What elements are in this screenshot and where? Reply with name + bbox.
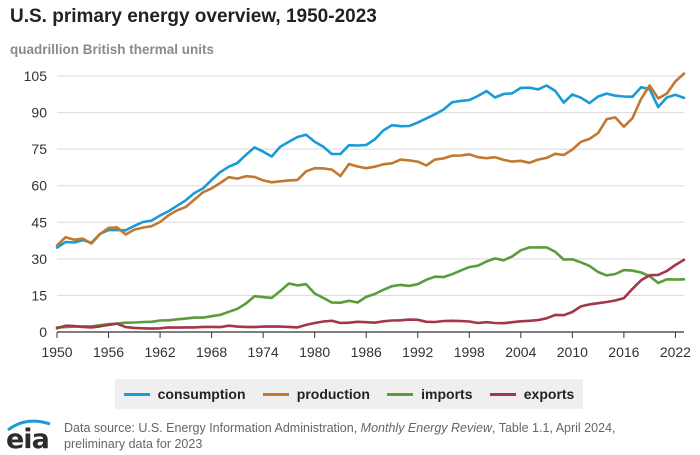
legend-swatch-imports [387, 392, 414, 396]
legend-swatch-exports [489, 392, 516, 396]
source-publication: Monthly Energy Review [360, 421, 492, 435]
eia-logo: eia [6, 424, 50, 455]
y-tick-label-45: 45 [31, 214, 47, 230]
x-tick-label-2022: 2022 [660, 344, 691, 360]
legend-item-consumption: consumption [123, 386, 246, 402]
eia-logo-swoosh-icon [7, 419, 51, 432]
legend-swatch-production [262, 392, 289, 396]
x-tick-label-1968: 1968 [196, 344, 227, 360]
source-line2: preliminary data for 2023 [64, 437, 203, 451]
legend-item-exports: exports [489, 386, 575, 402]
series-line-production [55, 72, 686, 247]
y-tick-label-75: 75 [31, 141, 47, 157]
chart-title: U.S. primary energy overview, 1950-2023 [10, 6, 377, 27]
x-tick-label-1962: 1962 [144, 344, 175, 360]
x-tick-label-1974: 1974 [248, 344, 279, 360]
x-tick-label-2010: 2010 [557, 344, 588, 360]
chart-subtitle: quadrillion British thermal units [10, 42, 215, 57]
series-line-imports [55, 246, 686, 329]
y-tick-label-30: 30 [31, 251, 47, 267]
source-suffix: , Table 1.1, April 2024, [491, 421, 616, 435]
x-tick-label-2004: 2004 [505, 344, 536, 360]
legend-label-production: production [296, 386, 370, 402]
legend-label-consumption: consumption [157, 386, 246, 402]
x-tick-label-2016: 2016 [608, 344, 639, 360]
legend-label-exports: exports [523, 386, 575, 402]
series-line-consumption [55, 84, 686, 249]
legend-item-production: production [262, 386, 370, 402]
x-tick-label-1986: 1986 [351, 344, 382, 360]
y-tick-label-90: 90 [31, 105, 47, 121]
x-tick-label-1980: 1980 [299, 344, 330, 360]
legend: consumption production imports exports [115, 379, 583, 409]
y-tick-label-105: 105 [24, 68, 48, 84]
source-prefix: Data source: U.S. Energy Information Adm… [64, 421, 361, 435]
line-chart: 0 15 30 45 60 75 90 105 1950 1956 1962 1968 1974 1980… [24, 68, 692, 360]
series-line-exports [55, 258, 686, 330]
data-source-note: Data source: U.S. Energy Information Adm… [64, 420, 684, 452]
y-tick-label-0: 0 [39, 324, 47, 340]
y-tick-label-15: 15 [31, 287, 47, 303]
x-tick-label-1998: 1998 [454, 344, 485, 360]
legend-swatch-consumption [123, 392, 150, 396]
x-tick-label-1950: 1950 [41, 344, 72, 360]
y-tick-label-60: 60 [31, 178, 47, 194]
x-tick-label-1992: 1992 [402, 344, 433, 360]
legend-item-imports: imports [387, 386, 473, 402]
x-tick-label-1956: 1956 [93, 344, 124, 360]
legend-label-imports: imports [421, 386, 473, 402]
